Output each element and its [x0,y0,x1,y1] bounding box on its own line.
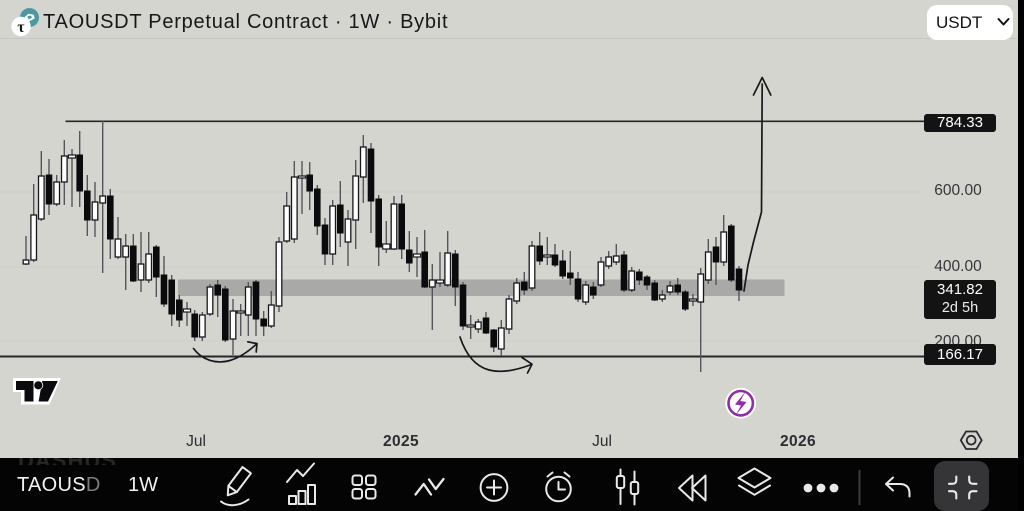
svg-text:τ: τ [17,19,24,36]
